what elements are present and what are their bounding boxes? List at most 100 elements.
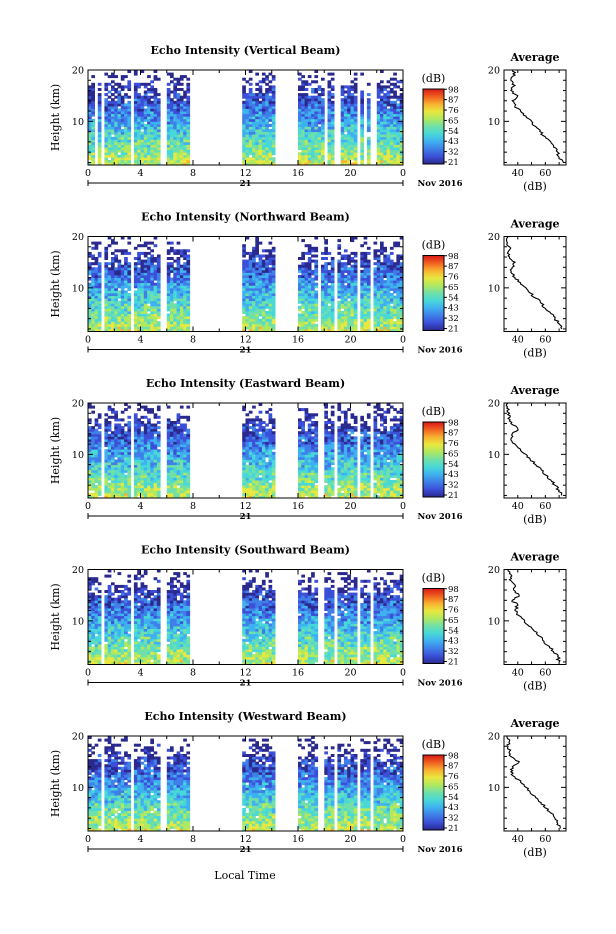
x-tick-label: 0	[400, 834, 406, 845]
profile-line	[508, 570, 560, 662]
heatmap-title: Echo Intensity (Eastward Beam)	[146, 377, 345, 390]
colorbar-tick-label: 87	[448, 262, 459, 272]
profile-x-label: (dB)	[523, 513, 547, 526]
profile-x-tick-label: 60	[539, 668, 551, 679]
profile-title: Average	[509, 218, 559, 231]
colorbar-tick-label: 98	[448, 585, 459, 595]
day-label: 21	[240, 346, 252, 356]
colorbar-label: (dB)	[422, 405, 446, 418]
profile-y-tick-label: 10	[488, 616, 500, 627]
x-tick-label: 16	[292, 834, 304, 845]
x-tick-label: 12	[239, 168, 251, 179]
y-tick-label: 10	[72, 783, 84, 794]
colorbar-tick-label: 54	[448, 293, 459, 303]
x-tick-label: 0	[85, 501, 91, 512]
profile-line	[506, 403, 562, 495]
profile-title: Average	[509, 51, 559, 64]
colorbar-tick-label: 43	[448, 470, 459, 480]
y-tick-label: 20	[72, 232, 84, 243]
x-tick-label: 0	[400, 501, 406, 512]
profile-y-tick-label: 10	[488, 117, 500, 128]
y-tick-label: 10	[72, 117, 84, 128]
month-label: Nov 2016	[418, 346, 463, 356]
colorbar-tick-label: 98	[448, 252, 459, 262]
x-tick-label: 8	[190, 168, 196, 179]
heatmap-title: Echo Intensity (Westward Beam)	[144, 710, 346, 723]
colorbar-tick-label: 21	[448, 824, 459, 834]
colorbar-label: (dB)	[422, 239, 446, 252]
profile-y-tick-label: 20	[488, 399, 500, 410]
colorbar-tick-label: 32	[448, 148, 459, 158]
colorbar-tick-label: 76	[448, 772, 459, 782]
profile-line	[507, 736, 561, 828]
colorbar-tick-label: 76	[448, 606, 459, 616]
x-tick-label: 4	[137, 834, 143, 845]
y-axis-label: Height (km)	[49, 84, 62, 151]
colorbar-gradient	[423, 589, 444, 664]
x-tick-label: 16	[292, 501, 304, 512]
heatmap-cells	[88, 570, 403, 665]
profile-y-tick-label: 20	[488, 66, 500, 77]
colorbar-tick-label: 43	[448, 803, 459, 813]
colorbar-tick-label: 32	[448, 314, 459, 324]
x-tick-label: 0	[400, 668, 406, 679]
profile-x-tick-label: 40	[512, 834, 524, 845]
x-tick-label: 16	[292, 335, 304, 346]
colorbar-tick-label: 54	[448, 793, 459, 803]
heatmap-title: Echo Intensity (Southward Beam)	[141, 544, 350, 557]
x-tick-label: 20	[344, 335, 356, 346]
x-tick-label: 4	[137, 168, 143, 179]
colorbar-tick-label: 65	[448, 283, 459, 293]
x-tick-label: 0	[85, 168, 91, 179]
colorbar-tick-label: 65	[448, 449, 459, 459]
heatmap-cells	[88, 70, 403, 165]
profile-x-tick-label: 60	[539, 168, 551, 179]
day-label: 21	[240, 512, 252, 522]
y-tick-label: 10	[72, 283, 84, 294]
x-axis-label: Local Time	[214, 869, 275, 882]
profile-y-tick-label: 10	[488, 450, 500, 461]
colorbar-label: (dB)	[422, 72, 446, 85]
profile-x-tick-label: 40	[512, 168, 524, 179]
y-axis-label: Height (km)	[49, 250, 62, 317]
colorbar-tick-label: 65	[448, 116, 459, 126]
profile-x-tick-label: 40	[512, 668, 524, 679]
profile-x-tick-label: 40	[512, 335, 524, 346]
x-tick-label: 8	[190, 501, 196, 512]
x-tick-label: 12	[239, 501, 251, 512]
colorbar-tick-label: 76	[448, 273, 459, 283]
y-axis-label: Height (km)	[49, 417, 62, 484]
day-label: 21	[240, 679, 252, 689]
x-tick-label: 8	[190, 335, 196, 346]
x-tick-label: 0	[85, 834, 91, 845]
month-label: Nov 2016	[418, 679, 463, 689]
profile-y-tick-label: 10	[488, 283, 500, 294]
x-tick-label: 16	[292, 168, 304, 179]
colorbar-tick-label: 54	[448, 460, 459, 470]
colorbar-tick-label: 43	[448, 137, 459, 147]
x-tick-label: 4	[137, 668, 143, 679]
colorbar-tick-label: 32	[448, 481, 459, 491]
heatmap-cells	[88, 237, 403, 332]
x-tick-label: 0	[400, 335, 406, 346]
colorbar-gradient	[423, 422, 444, 497]
x-tick-label: 20	[344, 501, 356, 512]
colorbar-tick-label: 65	[448, 616, 459, 626]
profile-x-tick-label: 40	[512, 501, 524, 512]
colorbar-tick-label: 54	[448, 127, 459, 137]
x-tick-label: 0	[85, 335, 91, 346]
x-tick-label: 8	[190, 668, 196, 679]
profile-title: Average	[509, 717, 559, 730]
x-tick-label: 16	[292, 668, 304, 679]
